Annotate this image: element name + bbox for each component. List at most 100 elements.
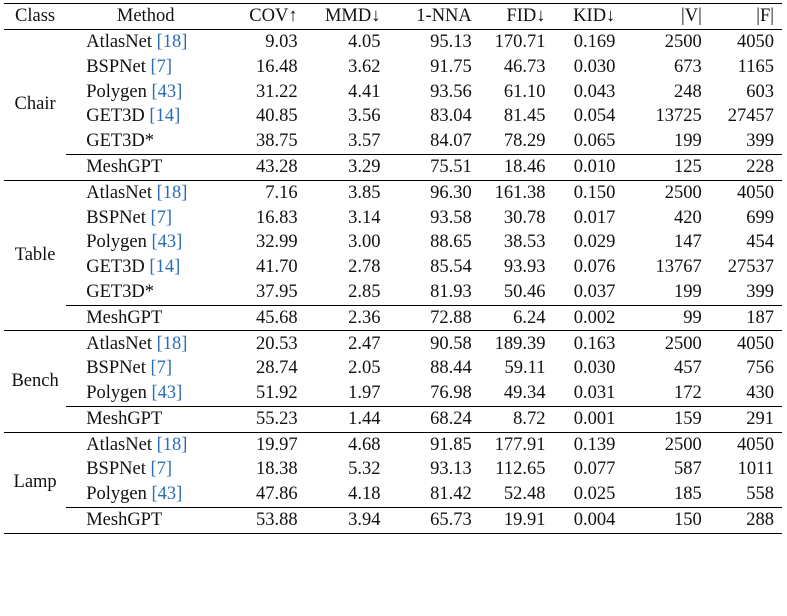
cell-nna: 84.07 bbox=[430, 131, 472, 152]
cell-fid: 189.39 bbox=[494, 333, 546, 354]
method-cell: Polygen [43] bbox=[66, 482, 225, 507]
cell-fid: 52.48 bbox=[503, 484, 546, 505]
method-name: Polygen bbox=[86, 383, 147, 404]
cell-fid: 30.78 bbox=[503, 207, 546, 228]
method-cell: AtlasNet [18] bbox=[66, 180, 225, 205]
col-header-1nna: 1-NNA bbox=[416, 6, 472, 27]
method-name: Polygen bbox=[86, 232, 147, 253]
method-cell: AtlasNet [18] bbox=[66, 432, 225, 457]
cell-fid: 161.38 bbox=[494, 182, 546, 203]
citation-link[interactable]: [43] bbox=[151, 383, 183, 404]
citation-link[interactable]: [43] bbox=[151, 484, 183, 505]
cell-cov: 31.22 bbox=[255, 81, 298, 102]
method-name: AtlasNet bbox=[86, 182, 152, 203]
method-cell: Polygen [43] bbox=[66, 230, 225, 255]
col-header-mmd: MMD↓ bbox=[324, 6, 381, 27]
citation-link[interactable]: [43] bbox=[151, 81, 183, 102]
class-label: Table bbox=[14, 245, 56, 266]
citation-link[interactable]: [7] bbox=[150, 207, 173, 228]
cell-mmd: 3.57 bbox=[348, 131, 381, 152]
cell-fid-best: 8.72 bbox=[513, 408, 546, 429]
cell-fid: 50.46 bbox=[503, 281, 546, 302]
cell-f: 27537 bbox=[727, 257, 774, 278]
cell-kid: 0.163 bbox=[573, 333, 616, 354]
table-row-ours: MeshGPT 55.23 1.44 68.24 8.72 0.001 159 291 bbox=[4, 406, 782, 432]
cell-nna: 90.58 bbox=[430, 333, 472, 354]
citation-link[interactable]: [18] bbox=[156, 333, 188, 354]
cell-nna: 88.65 bbox=[430, 232, 472, 253]
citation-link[interactable]: [14] bbox=[149, 106, 181, 127]
table-row: Polygen [43] 31.22 4.41 93.56 61.10 0.043 248 6… bbox=[4, 79, 782, 104]
method-name-ours: MeshGPT bbox=[86, 307, 163, 328]
cell-f: 454 bbox=[746, 232, 774, 253]
cell-cov: 41.70 bbox=[255, 257, 298, 278]
method-name: GET3D bbox=[86, 106, 145, 127]
table-row: GET3D* 38.75 3.57 84.07 78.29 0.065 199 399 bbox=[4, 129, 782, 154]
cell-f: 603 bbox=[746, 81, 774, 102]
cell-nna: 81.93 bbox=[430, 281, 472, 302]
cell-mmd-best: 3.94 bbox=[348, 510, 381, 531]
cell-cov: 47.86 bbox=[255, 484, 298, 505]
method-name: GET3D* bbox=[86, 281, 155, 302]
citation-link[interactable]: [43] bbox=[151, 232, 183, 253]
cell-v: 2500 bbox=[664, 31, 702, 52]
table-row: BSPNet [7] 16.83 3.14 93.58 30.78 0.017 420 699 bbox=[4, 205, 782, 230]
cell-kid: 0.030 bbox=[573, 358, 616, 379]
cell-v: 2500 bbox=[664, 434, 702, 455]
col-header-fid: FID↓ bbox=[506, 6, 546, 27]
citation-link[interactable]: [7] bbox=[150, 358, 173, 379]
cell-f: 399 bbox=[746, 281, 774, 302]
method-cell: BSPNet [7] bbox=[66, 457, 225, 482]
cell-kid-best: 0.004 bbox=[573, 510, 616, 531]
citation-link[interactable]: [7] bbox=[150, 56, 173, 77]
method-cell: BSPNet [7] bbox=[66, 356, 225, 381]
cell-nna: 96.30 bbox=[430, 182, 472, 203]
results-table: Class Method COV↑ MMD↓ 1-NNA FID↓ KID↓ |… bbox=[4, 3, 782, 534]
cell-mmd-best: 3.29 bbox=[348, 156, 381, 177]
table-row: Polygen [43] 32.99 3.00 88.65 38.53 0.029 147 4… bbox=[4, 230, 782, 255]
cell-kid-best: 0.010 bbox=[573, 156, 616, 177]
citation-link[interactable]: [18] bbox=[156, 434, 188, 455]
cell-nna: 83.04 bbox=[430, 106, 472, 127]
cell-fid-best: 19.91 bbox=[503, 510, 546, 531]
cell-nna: 95.13 bbox=[430, 31, 472, 52]
cell-kid: 0.065 bbox=[573, 131, 616, 152]
cell-mmd: 2.47 bbox=[348, 333, 381, 354]
table-row: GET3D* 37.95 2.85 81.93 50.46 0.037 199 399 bbox=[4, 280, 782, 305]
cell-nna: 81.42 bbox=[430, 484, 472, 505]
cell-mmd: 5.32 bbox=[348, 459, 381, 480]
cell-kid: 0.017 bbox=[573, 207, 616, 228]
cell-cov: 38.75 bbox=[255, 131, 298, 152]
cell-fid: 38.53 bbox=[503, 232, 546, 253]
method-cell: AtlasNet [18] bbox=[66, 331, 225, 356]
table-row: Polygen [43] 51.92 1.97 76.98 49.34 0.031 172 4… bbox=[4, 381, 782, 406]
citation-link[interactable]: [18] bbox=[156, 182, 188, 203]
citation-link[interactable]: [18] bbox=[156, 31, 188, 52]
cell-cov: 37.95 bbox=[255, 281, 298, 302]
cell-mmd: 3.00 bbox=[348, 232, 381, 253]
citation-link[interactable]: [14] bbox=[149, 257, 181, 278]
cell-mmd: 2.05 bbox=[348, 358, 381, 379]
table-row: GET3D [14] 41.70 2.78 85.54 93.93 0.076 13767 2… bbox=[4, 255, 782, 280]
table-row: Bench AtlasNet [18] 20.53 2.47 90.58 189.39 0.… bbox=[4, 331, 782, 390]
cell-kid: 0.139 bbox=[573, 434, 616, 455]
header-row: Class Method COV↑ MMD↓ 1-NNA FID↓ KID↓ |… bbox=[4, 3, 782, 30]
cell-v: 172 bbox=[674, 383, 702, 404]
class-group-lamp: Lamp AtlasNet [18] 19.97 4.68 91.85 177.91 0.1… bbox=[4, 432, 782, 534]
table-row-ours: MeshGPT 53.88 3.94 65.73 19.91 0.004 150 288 bbox=[4, 507, 782, 533]
cell-nna: 76.98 bbox=[430, 383, 472, 404]
cell-f: 288 bbox=[746, 510, 774, 531]
citation-link[interactable]: [7] bbox=[150, 459, 173, 480]
method-name: BSPNet bbox=[86, 207, 146, 228]
cell-f: 756 bbox=[746, 358, 774, 379]
cell-v: 420 bbox=[674, 207, 702, 228]
cell-cov-best: 55.23 bbox=[255, 408, 298, 429]
cell-cov: 9.03 bbox=[265, 31, 298, 52]
class-group-table: Table AtlasNet [18] 7.16 3.85 96.30 161.38 0.1… bbox=[4, 180, 782, 331]
col-header-method: Method bbox=[116, 6, 175, 27]
cell-cov: 19.97 bbox=[255, 434, 298, 455]
cell-kid: 0.054 bbox=[573, 106, 616, 127]
method-cell: GET3D* bbox=[66, 280, 225, 305]
cell-nna-best: 65.73 bbox=[430, 510, 472, 531]
cell-v: 673 bbox=[674, 56, 702, 77]
